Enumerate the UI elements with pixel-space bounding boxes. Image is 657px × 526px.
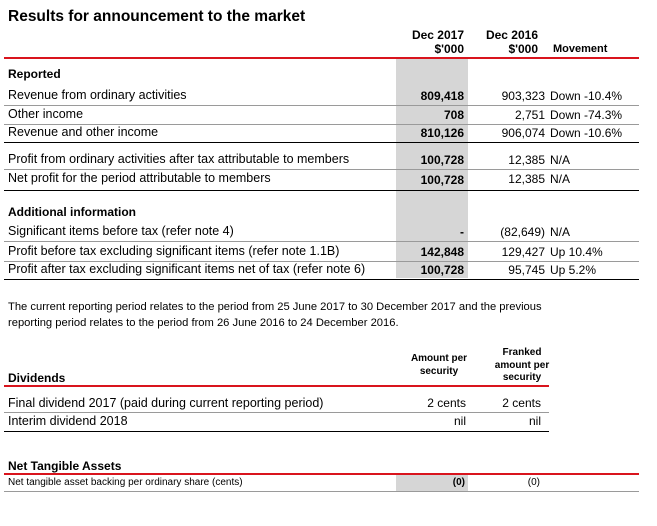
div-col-header-franked-l1: Franked [502,347,542,358]
row-movement: Up 5.2% [550,263,597,277]
row-movement: Down -10.6% [550,126,623,140]
row-value-dec2016: 95,745 [508,263,545,277]
row-label: Net profit for the period attributable t… [8,171,271,185]
section-heading-reported: Reported [8,67,61,81]
nta-value-dec2016: (0) [527,477,540,488]
page-title: Results for announcement to the market [8,8,306,25]
row-movement: Down -74.3% [550,108,623,122]
dividend-amount: 2 cents [427,396,466,410]
row-divider [4,412,549,413]
header-rule [4,57,639,59]
row-value-dec2016: (82,649) [500,225,545,239]
nta-bottom-rule [4,491,639,492]
col-header-dec2016: Dec 2016 $'000 [486,28,538,56]
nta-label: Net tangible asset backing per ordinary … [8,477,243,488]
row-value-dec2017: 809,418 [420,89,464,103]
row-label: Revenue and other income [8,125,159,139]
dividends-rule [4,385,549,387]
row-label: Final dividend 2017 (paid during current… [8,396,324,410]
col-header-dec2017-label: Dec 2017 [411,28,464,42]
col-header-dec2016-label: Dec 2016 [485,28,538,42]
row-value-dec2017: 142,848 [420,245,464,259]
row-label: Profit after tax excluding significant i… [8,262,366,276]
col-header-movement: Movement [553,43,608,55]
div-col-header-franked-l3: security [502,372,542,383]
reporting-period-note: The current reporting period relates to … [8,301,542,329]
row-movement: Down -10.4% [550,89,623,103]
row-label: Significant items before tax (refer note… [8,224,234,238]
div-col-header-amount: Amount per security [406,353,472,378]
dividend-franked: nil [528,414,541,428]
col-header-dec2017-unit: $'000 [434,42,464,56]
row-value-dec2017: 100,728 [420,153,464,167]
section-heading-additional: Additional information [8,205,136,219]
row-value-dec2016: 129,427 [501,245,545,259]
row-value-dec2016: 903,323 [501,89,545,103]
row-value-dec2016: 906,074 [501,126,545,140]
section-rule [4,431,549,432]
div-col-header-franked: Franked amount per security [484,347,560,385]
row-value-dec2016: 12,385 [508,153,545,167]
row-label: Revenue from ordinary activities [8,88,187,102]
div-col-header-franked-l2: amount per [494,359,550,371]
section-heading-dividends: Dividends [8,371,66,385]
row-movement: N/A [550,172,571,186]
row-movement: N/A [550,225,571,239]
row-movement: N/A [550,153,571,167]
nta-rule [4,473,639,475]
row-value-dec2016: 12,385 [508,172,545,186]
row-divider [4,124,639,125]
nta-value-dec2017: (0) [452,477,465,488]
dividend-amount: nil [453,414,466,428]
row-value-dec2016: 2,751 [514,108,545,122]
row-label: Profit from ordinary activities after ta… [8,152,350,166]
row-value-dec2017: 708 [443,108,464,122]
row-movement: Up 10.4% [550,245,603,259]
row-value-dec2017: 810,126 [420,126,464,140]
col-header-dec2016-unit: $'000 [508,42,538,56]
row-value-dec2017: 100,728 [420,173,464,187]
section-rule [4,279,639,280]
nta-current-shading [396,475,468,491]
section-rule [4,190,639,191]
row-value-dec2017: - [460,225,464,239]
row-label: Interim dividend 2018 [8,414,128,428]
subtotal-rule [4,142,639,143]
row-divider [4,105,639,106]
row-label: Profit before tax excluding significant … [8,244,340,258]
row-label: Other income [8,107,84,121]
row-value-dec2017: 100,728 [420,263,464,277]
section-heading-nta: Net Tangible Assets [8,459,122,473]
col-header-dec2017: Dec 2017 $'000 [412,28,464,56]
dividend-franked: 2 cents [502,396,541,410]
div-col-header-amount-l1: Amount per [410,353,468,364]
row-divider [4,241,639,242]
row-divider [4,169,639,170]
row-divider [4,261,639,262]
div-col-header-amount-l2: security [419,365,459,377]
